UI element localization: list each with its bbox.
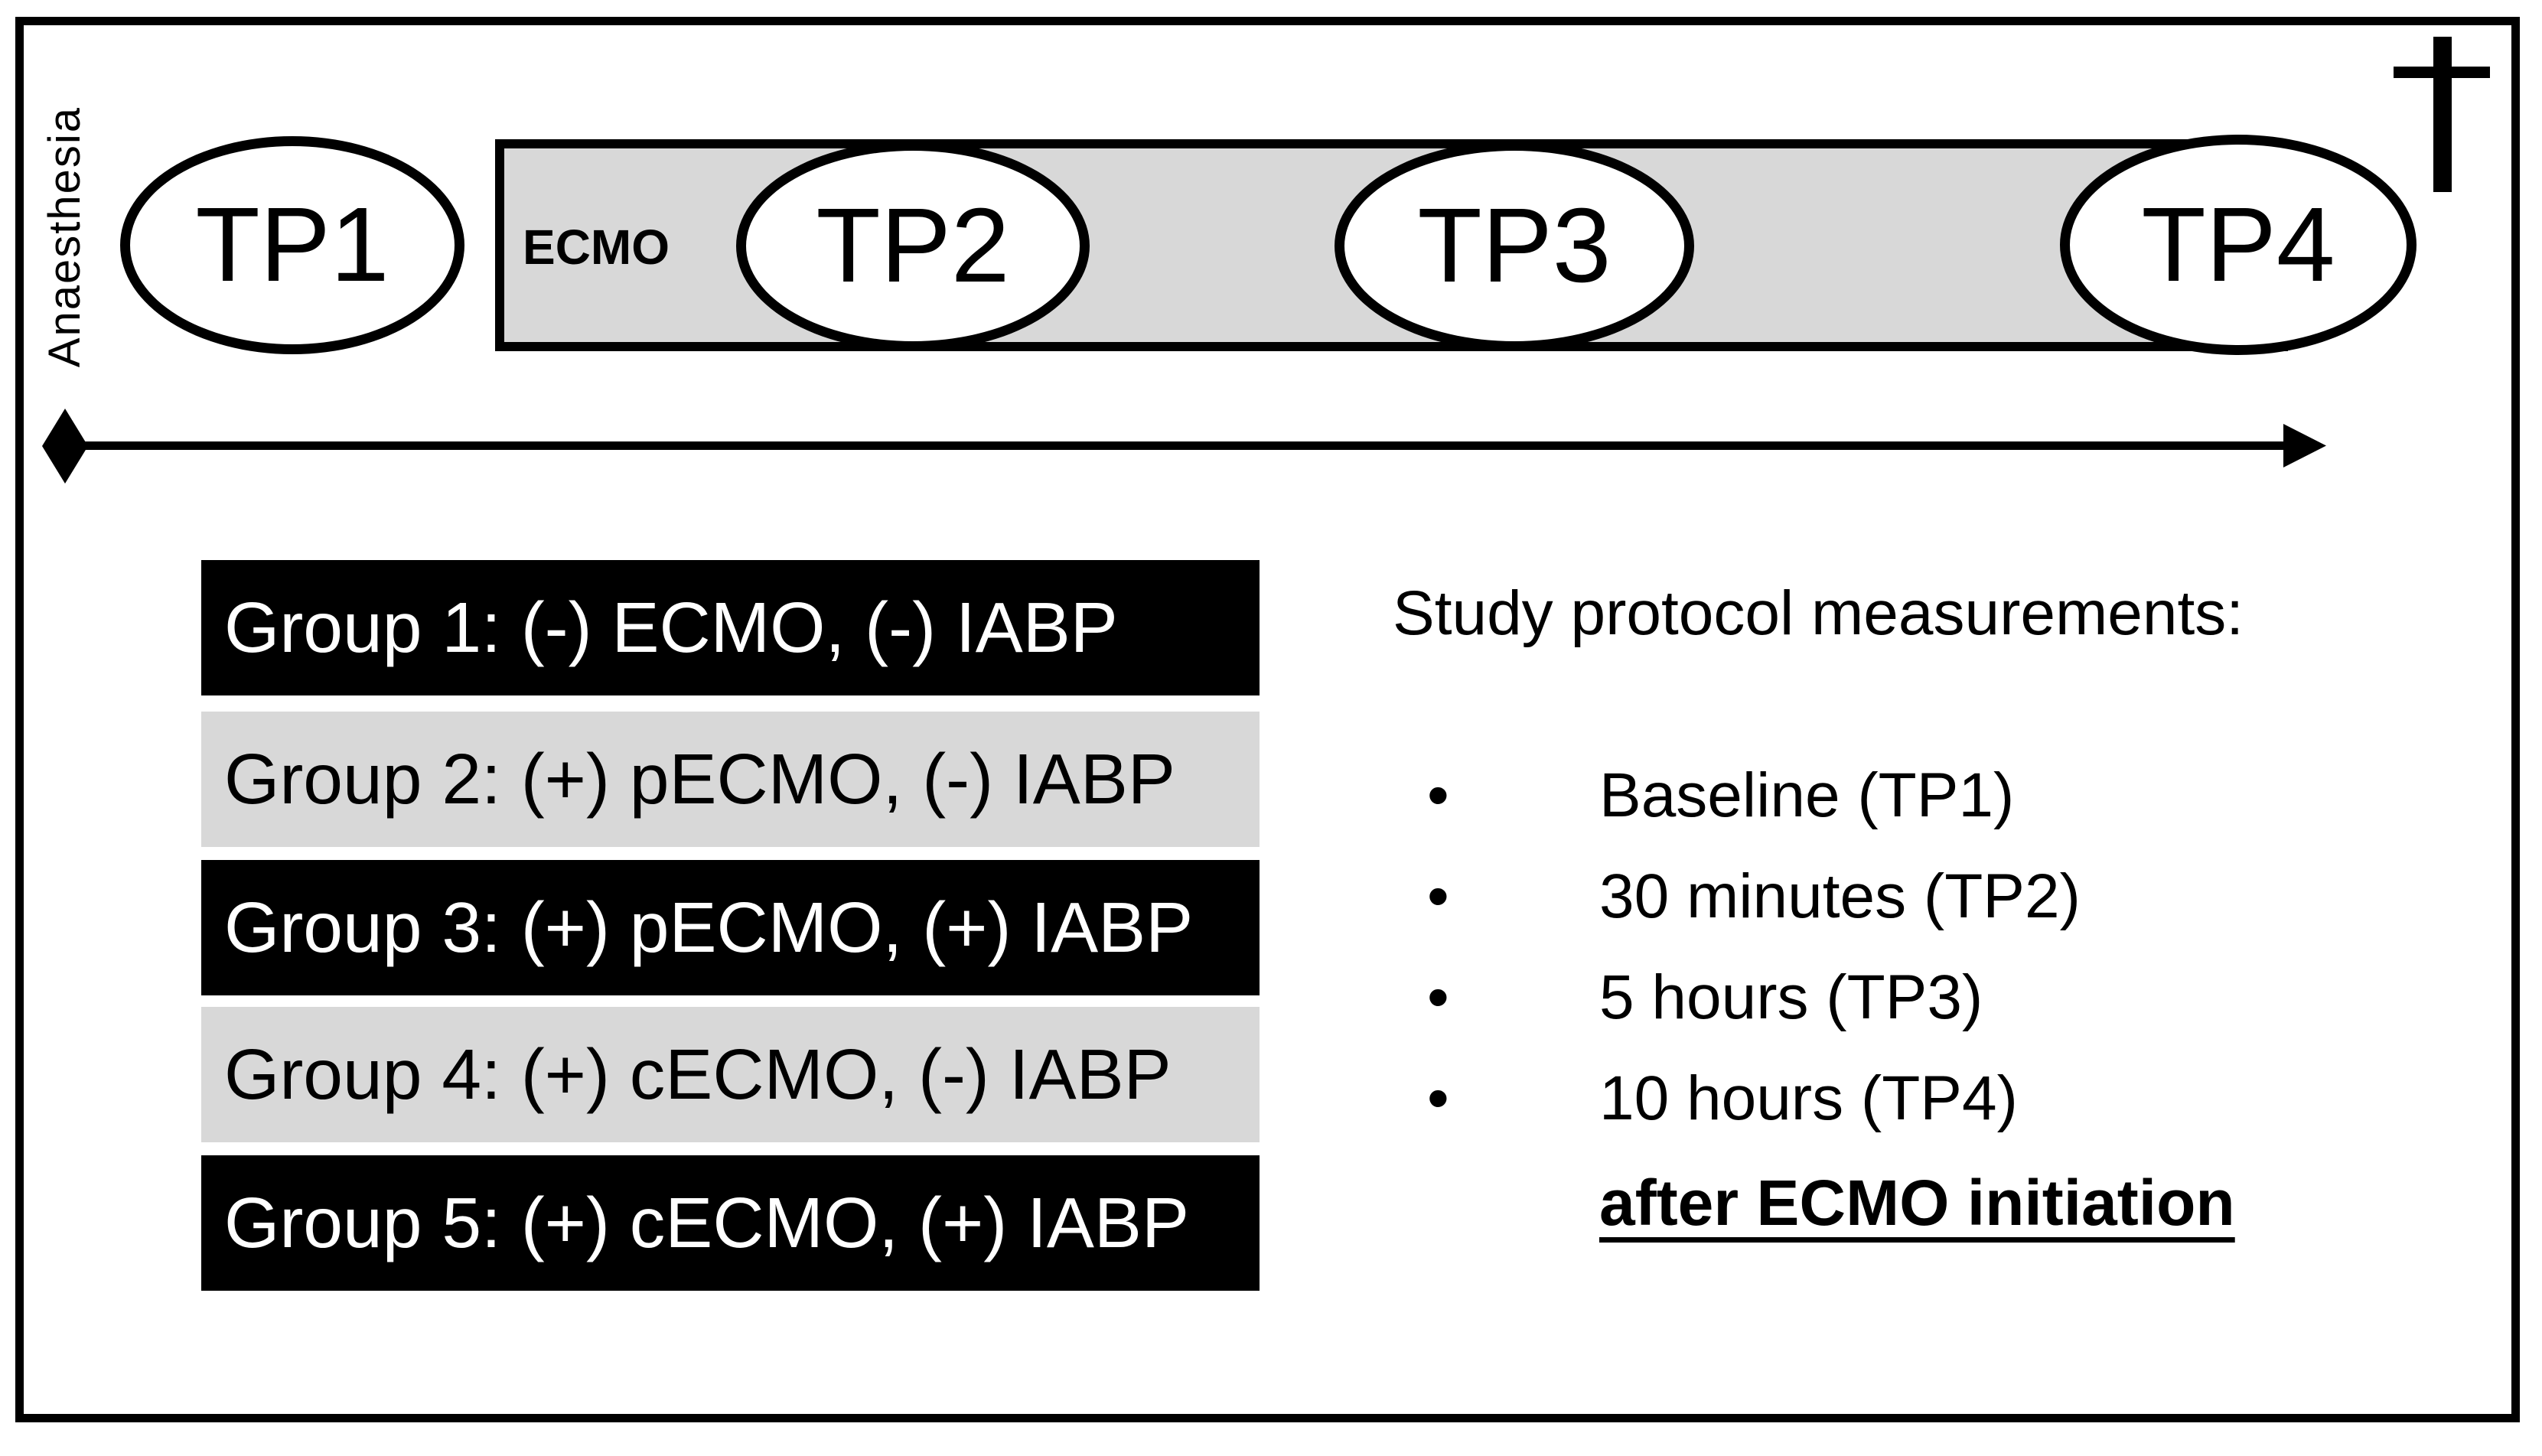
measurements-footer: after ECMO initiation bbox=[1599, 1167, 2235, 1239]
measurement-item-30min: • 30 minutes (TP2) bbox=[1427, 857, 2460, 936]
ecmo-bar-label: ECMO bbox=[523, 220, 670, 275]
measurement-text-30min: 30 minutes (TP2) bbox=[1599, 862, 2081, 931]
measurement-text-baseline: Baseline (TP1) bbox=[1599, 761, 2015, 830]
anaesthesia-axis-label: Anaesthesia bbox=[23, 86, 106, 388]
group-row-1: Group 1: (-) ECMO, (-) IABP bbox=[201, 560, 1260, 695]
tp1-label: TP1 bbox=[195, 186, 389, 304]
measurement-text-10h: 10 hours (TP4) bbox=[1599, 1063, 2018, 1133]
group-row-3: Group 3: (+) pECMO, (+) IABP bbox=[201, 860, 1260, 995]
bullet-icon: • bbox=[1427, 1063, 1449, 1133]
dagger-vertical-stroke bbox=[2433, 37, 2452, 192]
measurement-item-10h: • 10 hours (TP4) bbox=[1427, 1059, 2460, 1138]
timepoint-ellipse-tp3: TP3 bbox=[1335, 141, 1694, 351]
tp2-label: TP2 bbox=[816, 187, 1010, 305]
timepoint-ellipse-tp1: TP1 bbox=[120, 136, 464, 354]
bullet-icon: • bbox=[1427, 862, 1449, 931]
anaesthesia-text: Anaesthesia bbox=[39, 106, 90, 368]
group-row-2: Group 2: (+) pECMO, (-) IABP bbox=[201, 712, 1260, 847]
tp3-label: TP3 bbox=[1417, 187, 1612, 305]
dagger-cross-stroke bbox=[2394, 67, 2490, 78]
bullet-icon: • bbox=[1427, 761, 1449, 830]
group-2-label: Group 2: (+) pECMO, (-) IABP bbox=[224, 739, 1175, 819]
bullet-icon: • bbox=[1427, 963, 1449, 1032]
group-4-label: Group 4: (+) cECMO, (-) IABP bbox=[224, 1034, 1172, 1114]
group-row-4: Group 4: (+) cECMO, (-) IABP bbox=[201, 1007, 1260, 1142]
dagger-icon bbox=[2394, 37, 2490, 192]
measurement-text-5h: 5 hours (TP3) bbox=[1599, 963, 1983, 1032]
measurements-heading: Study protocol measurements: bbox=[1393, 578, 2244, 648]
timepoint-ellipse-tp4: TP4 bbox=[2060, 135, 2417, 355]
tp4-label: TP4 bbox=[2141, 185, 2335, 304]
measurement-item-5h: • 5 hours (TP3) bbox=[1427, 958, 2460, 1037]
group-1-label: Group 1: (-) ECMO, (-) IABP bbox=[224, 588, 1118, 667]
timeline-arrow-line bbox=[65, 441, 2286, 450]
group-row-5: Group 5: (+) cECMO, (+) IABP bbox=[201, 1155, 1260, 1291]
group-5-label: Group 5: (+) cECMO, (+) IABP bbox=[224, 1183, 1189, 1262]
group-3-label: Group 3: (+) pECMO, (+) IABP bbox=[224, 888, 1194, 967]
measurement-item-baseline: • Baseline (TP1) bbox=[1427, 756, 2460, 835]
timepoint-ellipse-tp2: TP2 bbox=[736, 141, 1090, 351]
